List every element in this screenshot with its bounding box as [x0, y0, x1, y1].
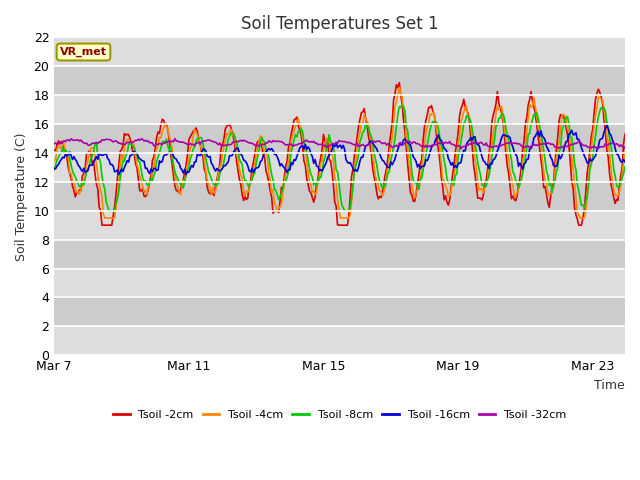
Bar: [54, 182, 625, 211]
Title: Soil Temperatures Set 1: Soil Temperatures Set 1: [241, 15, 438, 33]
Y-axis label: Soil Temperature (C): Soil Temperature (C): [15, 132, 28, 261]
Bar: [54, 240, 625, 268]
Bar: [54, 298, 625, 326]
Bar: [54, 124, 625, 153]
Legend: Tsoil -2cm, Tsoil -4cm, Tsoil -8cm, Tsoil -16cm, Tsoil -32cm: Tsoil -2cm, Tsoil -4cm, Tsoil -8cm, Tsoi…: [108, 405, 571, 424]
X-axis label: Time: Time: [595, 379, 625, 392]
Text: VR_met: VR_met: [60, 47, 107, 57]
Bar: [54, 66, 625, 95]
